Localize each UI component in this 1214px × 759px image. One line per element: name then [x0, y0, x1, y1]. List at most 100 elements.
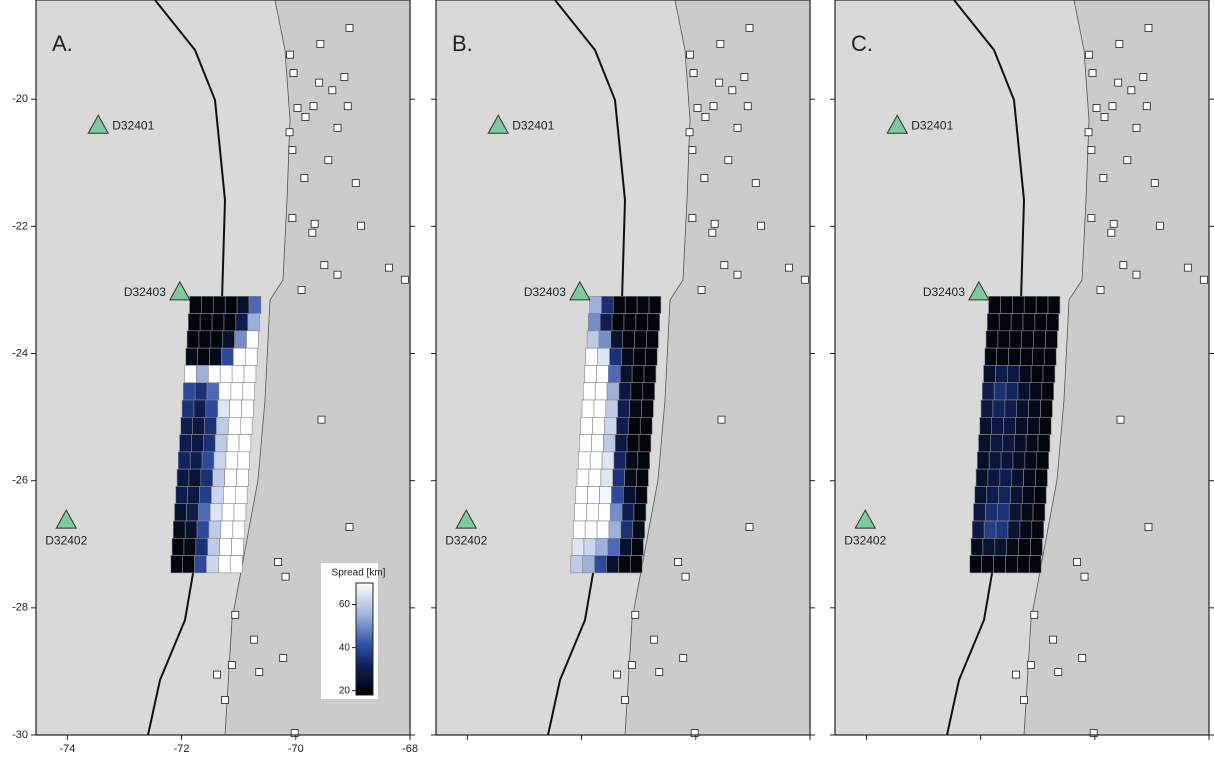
- grid-cell: [621, 521, 633, 538]
- grid-cell: [1004, 417, 1016, 434]
- grid-cell: [578, 452, 590, 469]
- grid-cell: [620, 538, 632, 555]
- gps-site: [694, 105, 701, 112]
- grid-cell: [1031, 538, 1043, 555]
- gps-site: [725, 157, 732, 164]
- grid-cell: [615, 435, 627, 452]
- gps-site: [686, 129, 693, 136]
- grid-cell: [645, 348, 657, 365]
- gps-site: [287, 51, 294, 58]
- grid-cell: [235, 331, 247, 348]
- grid-cell: [188, 314, 200, 331]
- gps-site: [1020, 697, 1027, 704]
- gps-site: [689, 215, 696, 222]
- grid-cell: [231, 383, 243, 400]
- grid-cell: [235, 486, 247, 503]
- gps-site: [689, 147, 696, 154]
- grid-cell: [635, 486, 647, 503]
- grid-cell: [619, 383, 631, 400]
- gps-site: [275, 559, 282, 566]
- grid-cell: [1002, 435, 1014, 452]
- grid-cell: [224, 314, 236, 331]
- grid-cell: [1047, 314, 1059, 331]
- gps-site: [1079, 655, 1086, 662]
- grid-cell: [1005, 400, 1017, 417]
- grid-cell: [639, 435, 651, 452]
- gps-site: [651, 636, 658, 643]
- y-tick-label: -26: [12, 475, 28, 487]
- gps-site: [628, 662, 635, 669]
- grid-cell: [212, 314, 224, 331]
- grid-cell: [1013, 452, 1025, 469]
- gps-site: [1081, 573, 1088, 580]
- gps-site: [329, 87, 336, 94]
- grid-cell: [243, 383, 255, 400]
- grid-cell: [649, 296, 661, 313]
- grid-cell: [210, 348, 222, 365]
- colorbar: [356, 583, 373, 695]
- gps-site: [251, 636, 258, 643]
- gps-site: [302, 113, 309, 120]
- station-label: D32402: [45, 533, 87, 547]
- gps-site: [1027, 662, 1034, 669]
- grid-cell: [637, 469, 649, 486]
- y-tick-label: -24: [12, 347, 28, 359]
- grid-cell: [993, 400, 1005, 417]
- grid-cell: [616, 417, 628, 434]
- grid-cell: [249, 296, 261, 313]
- gps-site: [682, 573, 689, 580]
- grid-cell: [213, 296, 225, 313]
- grid-cell: [994, 383, 1006, 400]
- grid-cell: [631, 383, 643, 400]
- grid-cell: [213, 469, 225, 486]
- grid-cell: [1017, 400, 1029, 417]
- grid-cell: [630, 400, 642, 417]
- gps-site: [310, 103, 317, 110]
- gps-site: [301, 175, 308, 182]
- grid-cell: [594, 400, 606, 417]
- grid-cell: [1012, 469, 1024, 486]
- station-label: D32401: [512, 118, 554, 132]
- grid-cell: [984, 365, 996, 382]
- gps-site: [228, 662, 235, 669]
- gps-site: [1093, 105, 1100, 112]
- grid-cell: [580, 435, 592, 452]
- grid-cell: [1030, 383, 1042, 400]
- grid-cell: [584, 538, 596, 555]
- grid-cell: [1043, 365, 1055, 382]
- map-panel: D32401D32403D32402B.: [431, 0, 815, 740]
- grid-cell: [198, 348, 210, 365]
- grid-cell: [191, 435, 203, 452]
- grid-cell: [640, 417, 652, 434]
- grid-cell: [198, 504, 210, 521]
- grid-cell: [999, 486, 1011, 503]
- gps-site: [1109, 103, 1116, 110]
- grid-cell: [1044, 348, 1056, 365]
- grid-cell: [618, 400, 630, 417]
- x-tick-label: -72: [174, 743, 190, 755]
- grid-cell: [601, 469, 613, 486]
- grid-cell: [999, 314, 1011, 331]
- grid-cell: [1020, 521, 1032, 538]
- gps-site: [746, 524, 753, 531]
- gps-site: [744, 103, 751, 110]
- grid-cell: [593, 417, 605, 434]
- grid-cell: [240, 417, 252, 434]
- grid-cell: [996, 521, 1008, 538]
- gps-site: [232, 611, 239, 618]
- grid-cell: [220, 538, 232, 555]
- gps-site: [1050, 636, 1057, 643]
- grid-cell: [636, 314, 648, 331]
- grid-cell: [200, 314, 212, 331]
- grid-cell: [603, 435, 615, 452]
- grid-cell: [1012, 296, 1024, 313]
- grid-cell: [172, 538, 184, 555]
- grid-cell: [185, 365, 197, 382]
- grid-cell: [200, 486, 212, 503]
- grid-cell: [233, 348, 245, 365]
- grid-cell: [610, 504, 622, 521]
- grid-cell: [977, 452, 989, 469]
- grid-cell: [220, 365, 232, 382]
- gps-site: [1124, 157, 1131, 164]
- grid-cell: [1024, 296, 1036, 313]
